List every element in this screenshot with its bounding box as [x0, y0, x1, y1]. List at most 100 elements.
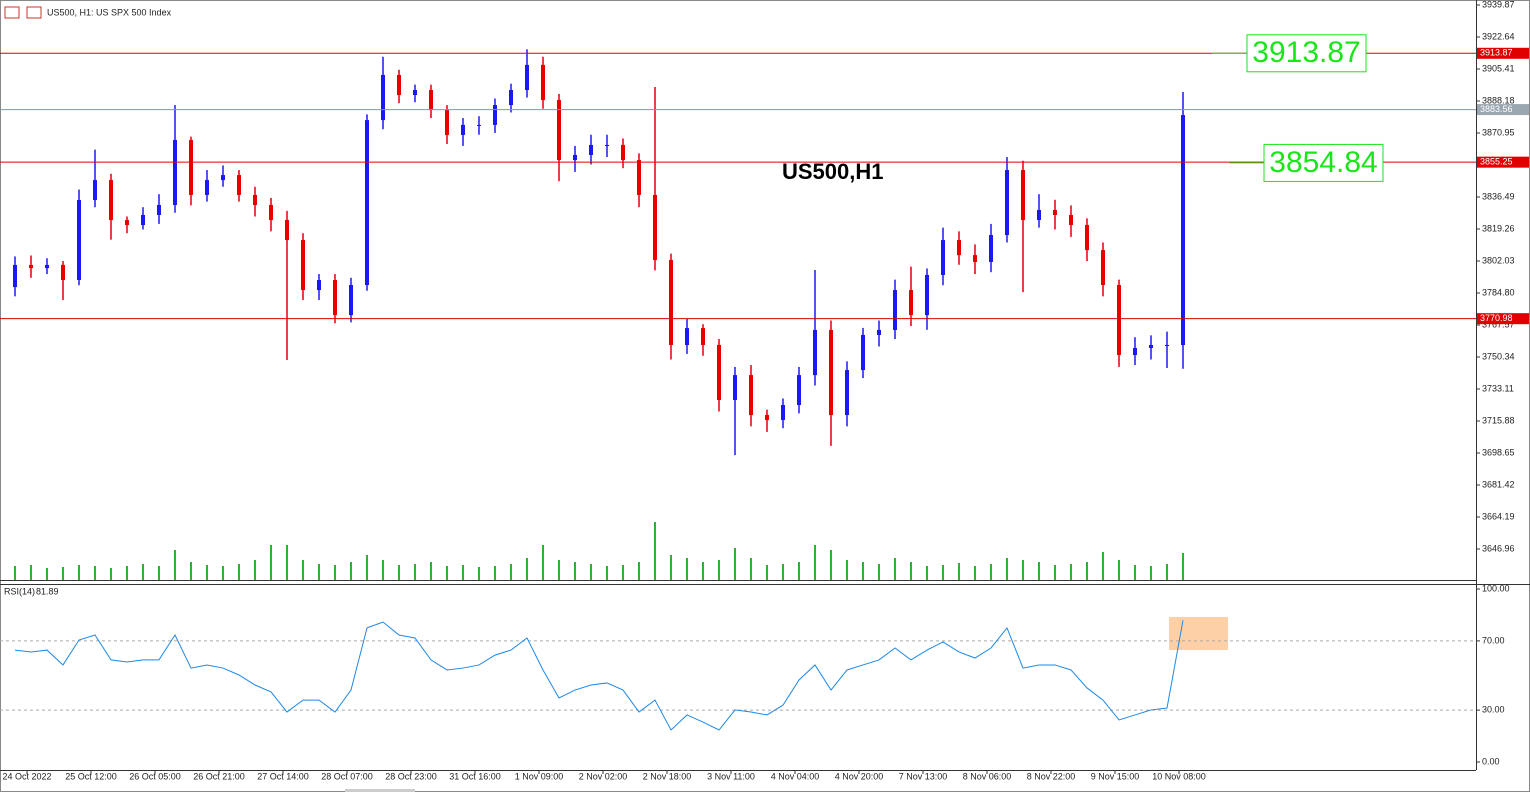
level-tag: [1477, 313, 1529, 325]
volume-bar: [1150, 566, 1152, 580]
volume-bar: [670, 555, 672, 580]
volume-bar: [78, 565, 80, 580]
volume-bar: [638, 562, 640, 580]
candle-body: [1101, 250, 1105, 286]
y-tick-label: 3681.42: [1482, 479, 1515, 489]
volume-bar: [1182, 553, 1184, 580]
level-tag: [1477, 156, 1529, 168]
volume-bar: [190, 562, 192, 580]
price-label: 3883.56: [1480, 104, 1513, 114]
candle-body: [909, 290, 913, 316]
candle-body: [125, 220, 129, 226]
y-tick-label: 30.00: [1482, 704, 1505, 714]
volume-bar: [1134, 565, 1136, 580]
menu-icon[interactable]: [4, 6, 20, 19]
x-tick-label: 4 Nov 20:00: [835, 771, 884, 781]
x-tick-label: 26 Oct 05:00: [129, 771, 181, 781]
candle-body: [493, 105, 497, 125]
y-tick-label: 3767.57: [1482, 319, 1515, 329]
x-tick-label: 3 Nov 11:00: [707, 771, 755, 781]
candle-body: [381, 74, 385, 121]
candle-body: [221, 175, 225, 181]
volume-bar: [1166, 564, 1168, 580]
candle-body: [829, 329, 833, 416]
y-tick-label: 3784.80: [1482, 287, 1515, 297]
volume-bar: [798, 562, 800, 580]
scrollbar[interactable]: [345, 789, 415, 792]
volume-bar: [126, 566, 128, 580]
candle-body: [1165, 345, 1169, 347]
candle-body: [29, 264, 33, 269]
y-tick-label: 3802.03: [1482, 255, 1515, 265]
volume-bar: [94, 566, 96, 580]
chart-title: US500, H1: US SPX 500 Index: [47, 7, 172, 17]
x-tick-label: 25 Oct 12:00: [65, 771, 117, 781]
candle-body: [765, 415, 769, 421]
level-label: 3770.98: [1480, 313, 1513, 323]
volume-bar: [494, 566, 496, 580]
candle-body: [1069, 214, 1073, 226]
price-tag: [1477, 104, 1529, 116]
volume-bar: [1038, 562, 1040, 580]
level-label: 3855.25: [1480, 157, 1513, 167]
volume-bar: [574, 562, 576, 580]
candle-body: [541, 64, 545, 101]
callout-label: 3854.84: [1269, 146, 1377, 179]
volume-bar: [894, 558, 896, 580]
y-tick-label: 3905.41: [1482, 63, 1515, 73]
volume-bar: [62, 567, 64, 580]
candle-body: [93, 180, 97, 200]
candle-body: [509, 90, 513, 106]
volume-bar: [878, 564, 880, 580]
candle-body: [461, 124, 465, 135]
volume-bar: [846, 560, 848, 580]
x-tick-label: 8 Nov 22:00: [1027, 771, 1076, 781]
candle-body: [349, 285, 353, 316]
volume-bar: [942, 565, 944, 580]
volume-bar: [958, 563, 960, 580]
candle-body: [861, 334, 865, 371]
candle-body: [1085, 225, 1089, 251]
y-tick-label: 100.00: [1482, 583, 1510, 593]
volume-bar: [446, 566, 448, 580]
volume-bar: [1054, 565, 1056, 580]
candle-body: [141, 214, 145, 226]
volume-bar: [174, 550, 176, 580]
candle-body: [525, 64, 529, 91]
chart-icon[interactable]: [26, 6, 42, 19]
candle-body: [173, 139, 177, 205]
candle-body: [1149, 345, 1153, 348]
volume-bar: [222, 566, 224, 580]
volume-bar: [606, 566, 608, 580]
candle-body: [877, 329, 881, 335]
volume-bar: [270, 545, 272, 580]
volume-bar: [814, 545, 816, 580]
volume-bar: [302, 560, 304, 580]
volume-bar: [1086, 562, 1088, 580]
volume-bar: [366, 555, 368, 580]
y-tick-label: 3715.88: [1482, 415, 1515, 425]
candle-body: [845, 370, 849, 416]
y-tick-label: 70.00: [1482, 635, 1505, 645]
volume-bar: [286, 545, 288, 580]
x-tick-label: 9 Nov 15:00: [1091, 771, 1140, 781]
candle-body: [269, 204, 273, 221]
candle-body: [573, 155, 577, 161]
x-tick-label: 27 Oct 14:00: [257, 771, 309, 781]
volume-bar: [654, 522, 656, 580]
rsi-line: [14, 620, 1184, 731]
candle-body: [477, 124, 481, 126]
candle-body: [1133, 347, 1137, 356]
volume-bar: [734, 548, 736, 580]
candle-body: [445, 110, 449, 135]
x-tick-label: 26 Oct 21:00: [193, 771, 245, 781]
candle-body: [685, 328, 689, 346]
candle-body: [205, 180, 209, 195]
candle-body: [781, 404, 785, 421]
candle-body: [365, 120, 369, 286]
volume-bar: [926, 566, 928, 580]
volume-bar: [1118, 560, 1120, 580]
volume-bar: [318, 564, 320, 580]
y-tick-label: 3922.64: [1482, 31, 1515, 41]
volume-bar: [350, 562, 352, 580]
